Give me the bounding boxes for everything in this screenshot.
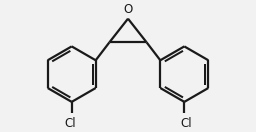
Text: Cl: Cl: [64, 117, 76, 130]
Text: Cl: Cl: [180, 117, 192, 130]
Text: O: O: [123, 3, 133, 16]
